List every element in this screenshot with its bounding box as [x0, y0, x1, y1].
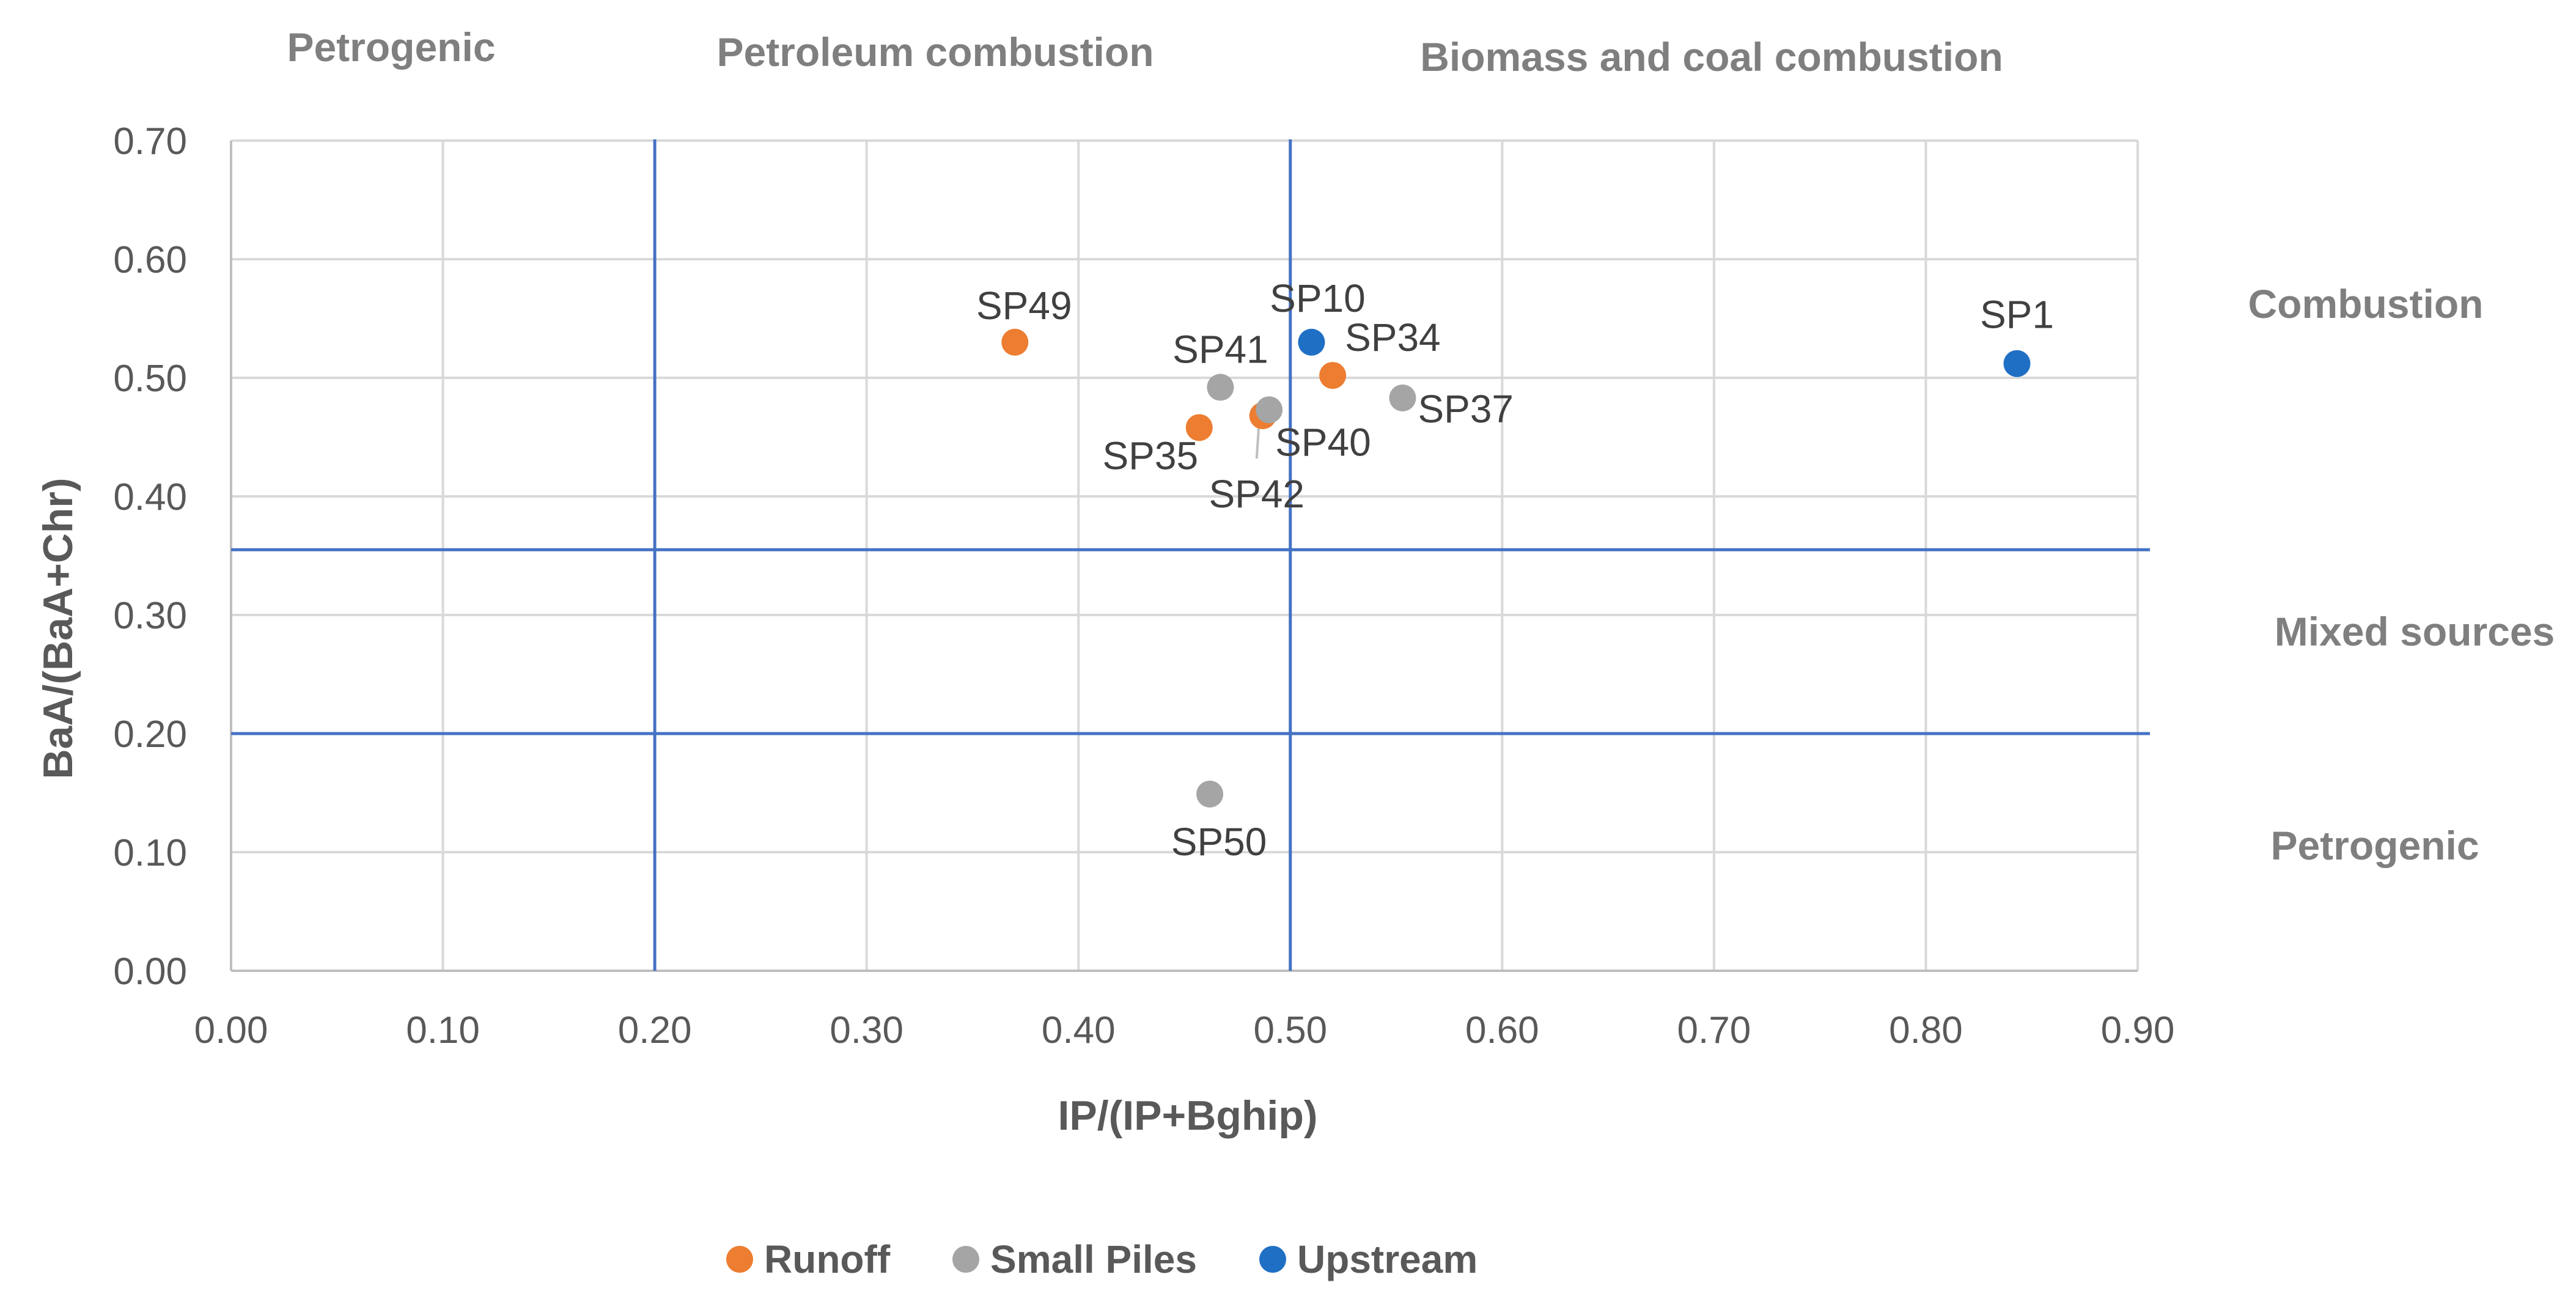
x-tick-label: 0.80 — [1889, 1009, 1963, 1051]
y-tick-label: 0.10 — [113, 832, 187, 874]
x-tick-label: 0.30 — [830, 1009, 903, 1051]
data-point-sp34[interactable] — [1319, 362, 1347, 389]
y-tick-label: 0.30 — [113, 595, 187, 637]
data-label-sp37: SP37 — [1418, 387, 1514, 431]
data-point-sp35[interactable] — [1185, 414, 1213, 441]
y-tick-label: 0.60 — [113, 239, 187, 281]
data-point-sp41[interactable] — [1207, 374, 1234, 401]
data-label-sp1: SP1 — [1980, 293, 2054, 337]
y-tick-label: 0.00 — [113, 951, 187, 993]
legend: Runoff Small Piles Upstream — [726, 1237, 1478, 1281]
data-point-sp37[interactable] — [1389, 384, 1416, 411]
data-label-sp40: SP40 — [1275, 420, 1371, 464]
region-label-right-petrogenic: Petrogenic — [2270, 823, 2479, 868]
data-label-sp34: SP34 — [1345, 315, 1441, 359]
x-tick-label: 0.70 — [1677, 1009, 1751, 1051]
x-axis-title: IP/(IP+Bghip) — [1058, 1092, 1318, 1139]
region-label-top-petroleum-combustion: Petroleum combustion — [716, 29, 1154, 75]
x-tick-label: 0.00 — [194, 1009, 268, 1051]
region-label-right-mixed-sources: Mixed sources — [2275, 609, 2555, 654]
x-tick-label: 0.40 — [1042, 1009, 1116, 1051]
data-label-sp41: SP41 — [1172, 328, 1268, 372]
x-tick-label: 0.50 — [1253, 1009, 1327, 1051]
region-label-right-combustion: Combustion — [2248, 281, 2484, 326]
x-tick-label: 0.90 — [2101, 1009, 2175, 1051]
legend-label-runoff: Runoff — [764, 1237, 891, 1281]
data-label-sp10: SP10 — [1270, 276, 1366, 320]
data-point-sp40[interactable] — [1256, 396, 1283, 424]
x-tick-label: 0.10 — [406, 1009, 480, 1051]
data-label-sp50: SP50 — [1171, 820, 1267, 864]
data-label-sp49: SP49 — [976, 284, 1072, 328]
x-tick-label: 0.20 — [618, 1009, 692, 1051]
legend-label-small-piles: Small Piles — [990, 1237, 1197, 1281]
y-tick-label: 0.40 — [113, 476, 187, 518]
legend-marker-runoff — [726, 1246, 753, 1273]
data-point-sp1[interactable] — [2003, 350, 2031, 377]
y-axis-title: BaA/(BaA+Chr) — [35, 477, 81, 779]
y-tick-label: 0.20 — [113, 713, 187, 756]
legend-marker-small-piles — [952, 1246, 979, 1273]
data-point-sp10[interactable] — [1298, 328, 1325, 356]
y-tick-label: 0.70 — [113, 120, 187, 163]
data-label-sp35: SP35 — [1102, 433, 1198, 477]
data-point-sp49[interactable] — [1001, 328, 1029, 356]
data-label-sp42: SP42 — [1209, 472, 1305, 516]
legend-label-upstream: Upstream — [1297, 1237, 1478, 1281]
legend-marker-upstream — [1259, 1246, 1286, 1273]
data-point-sp50[interactable] — [1196, 780, 1224, 808]
region-labels: Petrogenic Petroleum combustion Biomass … — [287, 24, 2555, 868]
y-tick-label: 0.50 — [113, 358, 187, 400]
region-label-top-petrogenic: Petrogenic — [287, 24, 495, 70]
x-tick-label: 0.60 — [1465, 1009, 1539, 1051]
axis-ticks: 0.00 0.10 0.20 0.30 0.40 0.50 0.60 0.70 0.80 0.90… — [113, 120, 2174, 1051]
threshold-lines — [231, 139, 2150, 971]
region-label-top-biomass-coal-combustion: Biomass and coal combustion — [1420, 34, 2003, 79]
axis-titles: IP/(IP+Bghip) BaA/(BaA+Chr) — [35, 477, 1318, 1139]
